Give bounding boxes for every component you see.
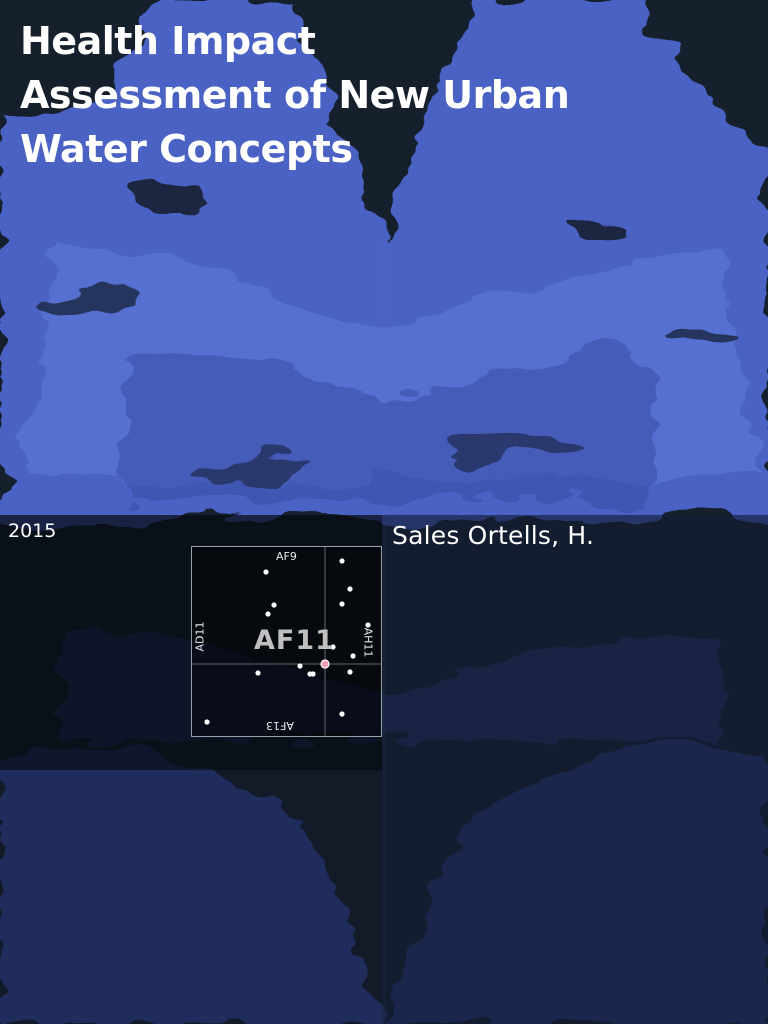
title-line: Water Concepts (20, 127, 353, 171)
map-point (339, 711, 345, 717)
map-point (350, 653, 356, 659)
map-center-code: AF11 (254, 625, 335, 656)
map-point (255, 670, 261, 676)
map-label-east: AH11 (361, 627, 375, 658)
author-name: Sales Ortells, H. (392, 521, 595, 550)
location-map: AF9 AF13 AD11 AH11 AF11 (191, 546, 382, 737)
map-point (263, 569, 269, 575)
map-point (347, 669, 353, 675)
map-point (265, 611, 271, 617)
publication-year: 2015 (8, 520, 57, 542)
right-info-band (382, 515, 768, 1024)
map-point (297, 663, 303, 669)
map-current-location (320, 659, 330, 669)
map-point (271, 602, 277, 608)
map-point (339, 558, 345, 564)
map-point (347, 586, 353, 592)
map-label-south: AF13 (266, 719, 294, 732)
map-grid (192, 547, 381, 736)
title-line: Assessment of New Urban (20, 73, 570, 117)
map-point (204, 719, 210, 725)
map-point (310, 671, 316, 677)
map-label-north: AF9 (276, 550, 297, 563)
map-label-west: AD11 (193, 621, 207, 652)
map-point (365, 622, 371, 628)
map-point (339, 601, 345, 607)
document-title: Health Impact Assessment of New Urban Wa… (20, 14, 640, 176)
map-point (330, 644, 336, 650)
title-line: Health Impact (20, 19, 316, 63)
